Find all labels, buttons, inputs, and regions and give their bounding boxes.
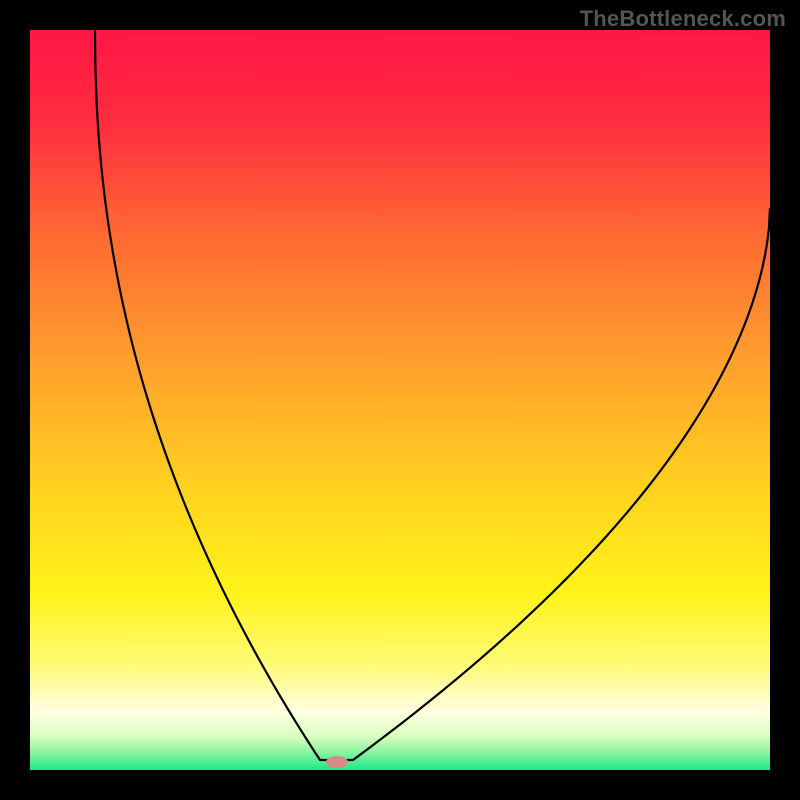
gradient-background [30,30,770,770]
bottleneck-chart [0,0,800,800]
optimal-marker [326,756,348,768]
chart-frame: TheBottleneck.com [0,0,800,800]
watermark-text: TheBottleneck.com [580,6,786,32]
